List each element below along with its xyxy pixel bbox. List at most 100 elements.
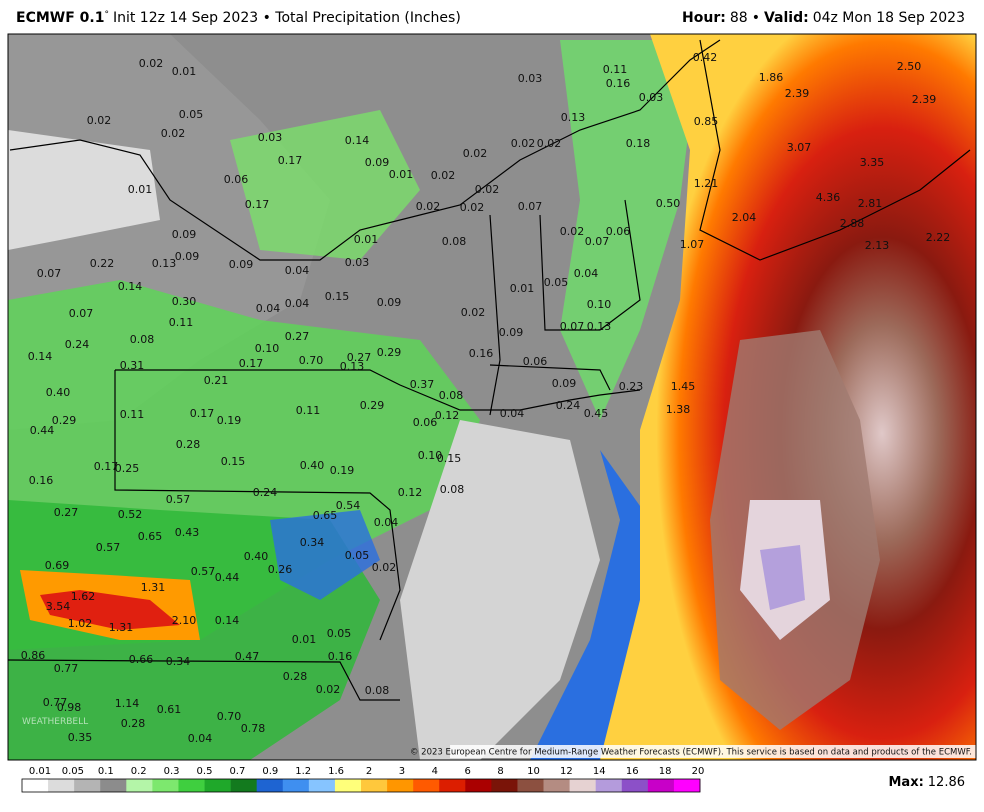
precip-label: 0.04 [188, 732, 213, 745]
precip-label: 2.88 [840, 217, 865, 230]
precip-label: 0.40 [244, 550, 269, 563]
precip-label: 0.34 [166, 655, 191, 668]
precip-label: 0.02 [463, 147, 488, 160]
precip-label: 0.02 [475, 183, 500, 196]
precip-label: 1.45 [671, 380, 696, 393]
precip-label: 0.24 [556, 399, 581, 412]
legend-swatch [517, 779, 544, 792]
max-label: Max: [888, 775, 923, 790]
precip-label: 0.52 [118, 508, 143, 521]
precip-label: 1.21 [694, 177, 719, 190]
sep: • [752, 10, 760, 26]
max-value: 12.86 [928, 775, 965, 790]
legend-tick-label: 0.1 [98, 766, 114, 777]
precip-label: 0.27 [285, 330, 310, 343]
valid-time: Hour: 88 • Valid: 04z Mon 18 Sep 2023 [682, 10, 965, 26]
precip-label: 0.04 [285, 264, 310, 277]
precip-label: 0.07 [518, 200, 543, 213]
precip-label: 0.01 [389, 168, 414, 181]
precip-label: 0.57 [191, 565, 216, 578]
legend-swatch [204, 779, 231, 792]
legend-swatch [230, 779, 257, 792]
precip-label: 0.01 [292, 633, 317, 646]
legend-swatch [387, 779, 414, 792]
legend-swatch [178, 779, 205, 792]
map-border [7, 33, 977, 761]
precip-label: 0.15 [325, 290, 350, 303]
precip-label: 0.47 [235, 650, 260, 663]
precip-label: 0.09 [377, 296, 402, 309]
precip-label: 0.01 [172, 65, 197, 78]
precip-label: 0.17 [239, 357, 264, 370]
precip-label: 0.25 [115, 462, 140, 475]
precip-label: 0.21 [204, 374, 229, 387]
precip-label: 0.12 [398, 486, 423, 499]
precip-label: 0.78 [241, 722, 266, 735]
precip-label: 0.07 [560, 320, 585, 333]
precip-label: 0.04 [500, 407, 525, 420]
precip-label: 0.31 [120, 359, 145, 372]
precip-label: 0.14 [345, 134, 370, 147]
legend-swatch [100, 779, 127, 792]
legend-tick-label: 6 [465, 766, 471, 777]
precip-label: 4.36 [816, 191, 841, 204]
precip-label: 0.17 [190, 407, 215, 420]
legend-tick-label: 0.9 [262, 766, 278, 777]
precip-label: 0.37 [410, 378, 435, 391]
precip-label: 0.13 [340, 360, 365, 373]
precip-label: 0.23 [619, 380, 644, 393]
precip-label: 1.86 [759, 71, 784, 84]
legend-swatch [595, 779, 623, 792]
legend-tick-label: 12 [560, 766, 573, 777]
valid-label: Valid: [764, 10, 809, 26]
valid: 04z Mon 18 Sep 2023 [813, 10, 965, 26]
legend-swatch [413, 779, 440, 792]
precip-label: 0.19 [217, 414, 242, 427]
legend-tick-label: 0.5 [197, 766, 213, 777]
precip-label: 0.17 [278, 154, 303, 167]
precip-label: 0.28 [176, 438, 201, 451]
precip-label: 0.24 [65, 338, 90, 351]
precip-label: 0.16 [606, 77, 631, 90]
credit-box [450, 745, 976, 758]
legend-swatch [647, 779, 675, 792]
precip-label: 0.09 [229, 258, 254, 271]
boundaries [7, 39, 971, 701]
map-labels: 0.020.010.030.110.160.421.862.392.502.39… [21, 51, 951, 745]
legend-swatch [621, 779, 649, 792]
precip-label: 0.13 [587, 320, 612, 333]
precip-label: 0.13 [152, 257, 177, 270]
precip-label: 1.14 [115, 697, 140, 710]
legend-tick-label: 0.3 [164, 766, 180, 777]
hour-label: Hour: [682, 10, 726, 26]
precip-label: 3.07 [787, 141, 812, 154]
precip-label: 0.54 [336, 499, 361, 512]
precip-label: 0.10 [255, 342, 280, 355]
precip-label: 0.03 [258, 131, 283, 144]
precip-label: 0.02 [316, 683, 341, 696]
precip-label: 0.03 [639, 91, 664, 104]
precip-label: 0.08 [365, 684, 390, 697]
legend: 0.01 0.05 0.1 0.2 0.3 0.5 0.7 0.9 1.2 1.6 2 3 4 6 8 10 1… [21, 766, 704, 793]
precip-label: 0.35 [68, 731, 93, 744]
precip-label: 0.06 [224, 173, 249, 186]
precip-label: 2.10 [172, 614, 197, 627]
precip-label: 0.24 [253, 486, 278, 499]
legend-swatch [74, 779, 101, 792]
precip-label: 0.27 [347, 351, 372, 364]
precip-label: 0.02 [461, 306, 486, 319]
run: Init 12z 14 Sep 2023 • Total Precipitati… [113, 10, 461, 26]
precip-label: 0.29 [377, 346, 402, 359]
model: ECMWF 0.1 [16, 10, 104, 26]
legend-tick-label: 10 [527, 766, 540, 777]
precip-label: 0.02 [537, 137, 562, 150]
precip-label: 0.50 [656, 197, 681, 210]
title: ECMWF 0.1° Init 12z 14 Sep 2023 • Total P… [16, 10, 461, 26]
precip-label: 0.70 [299, 354, 324, 367]
precip-label: 0.70 [217, 710, 242, 723]
legend-tick-label: 1.6 [328, 766, 344, 777]
legend-swatch [465, 779, 492, 792]
precip-label: 2.13 [865, 239, 890, 252]
precip-label: 0.02 [560, 225, 585, 238]
